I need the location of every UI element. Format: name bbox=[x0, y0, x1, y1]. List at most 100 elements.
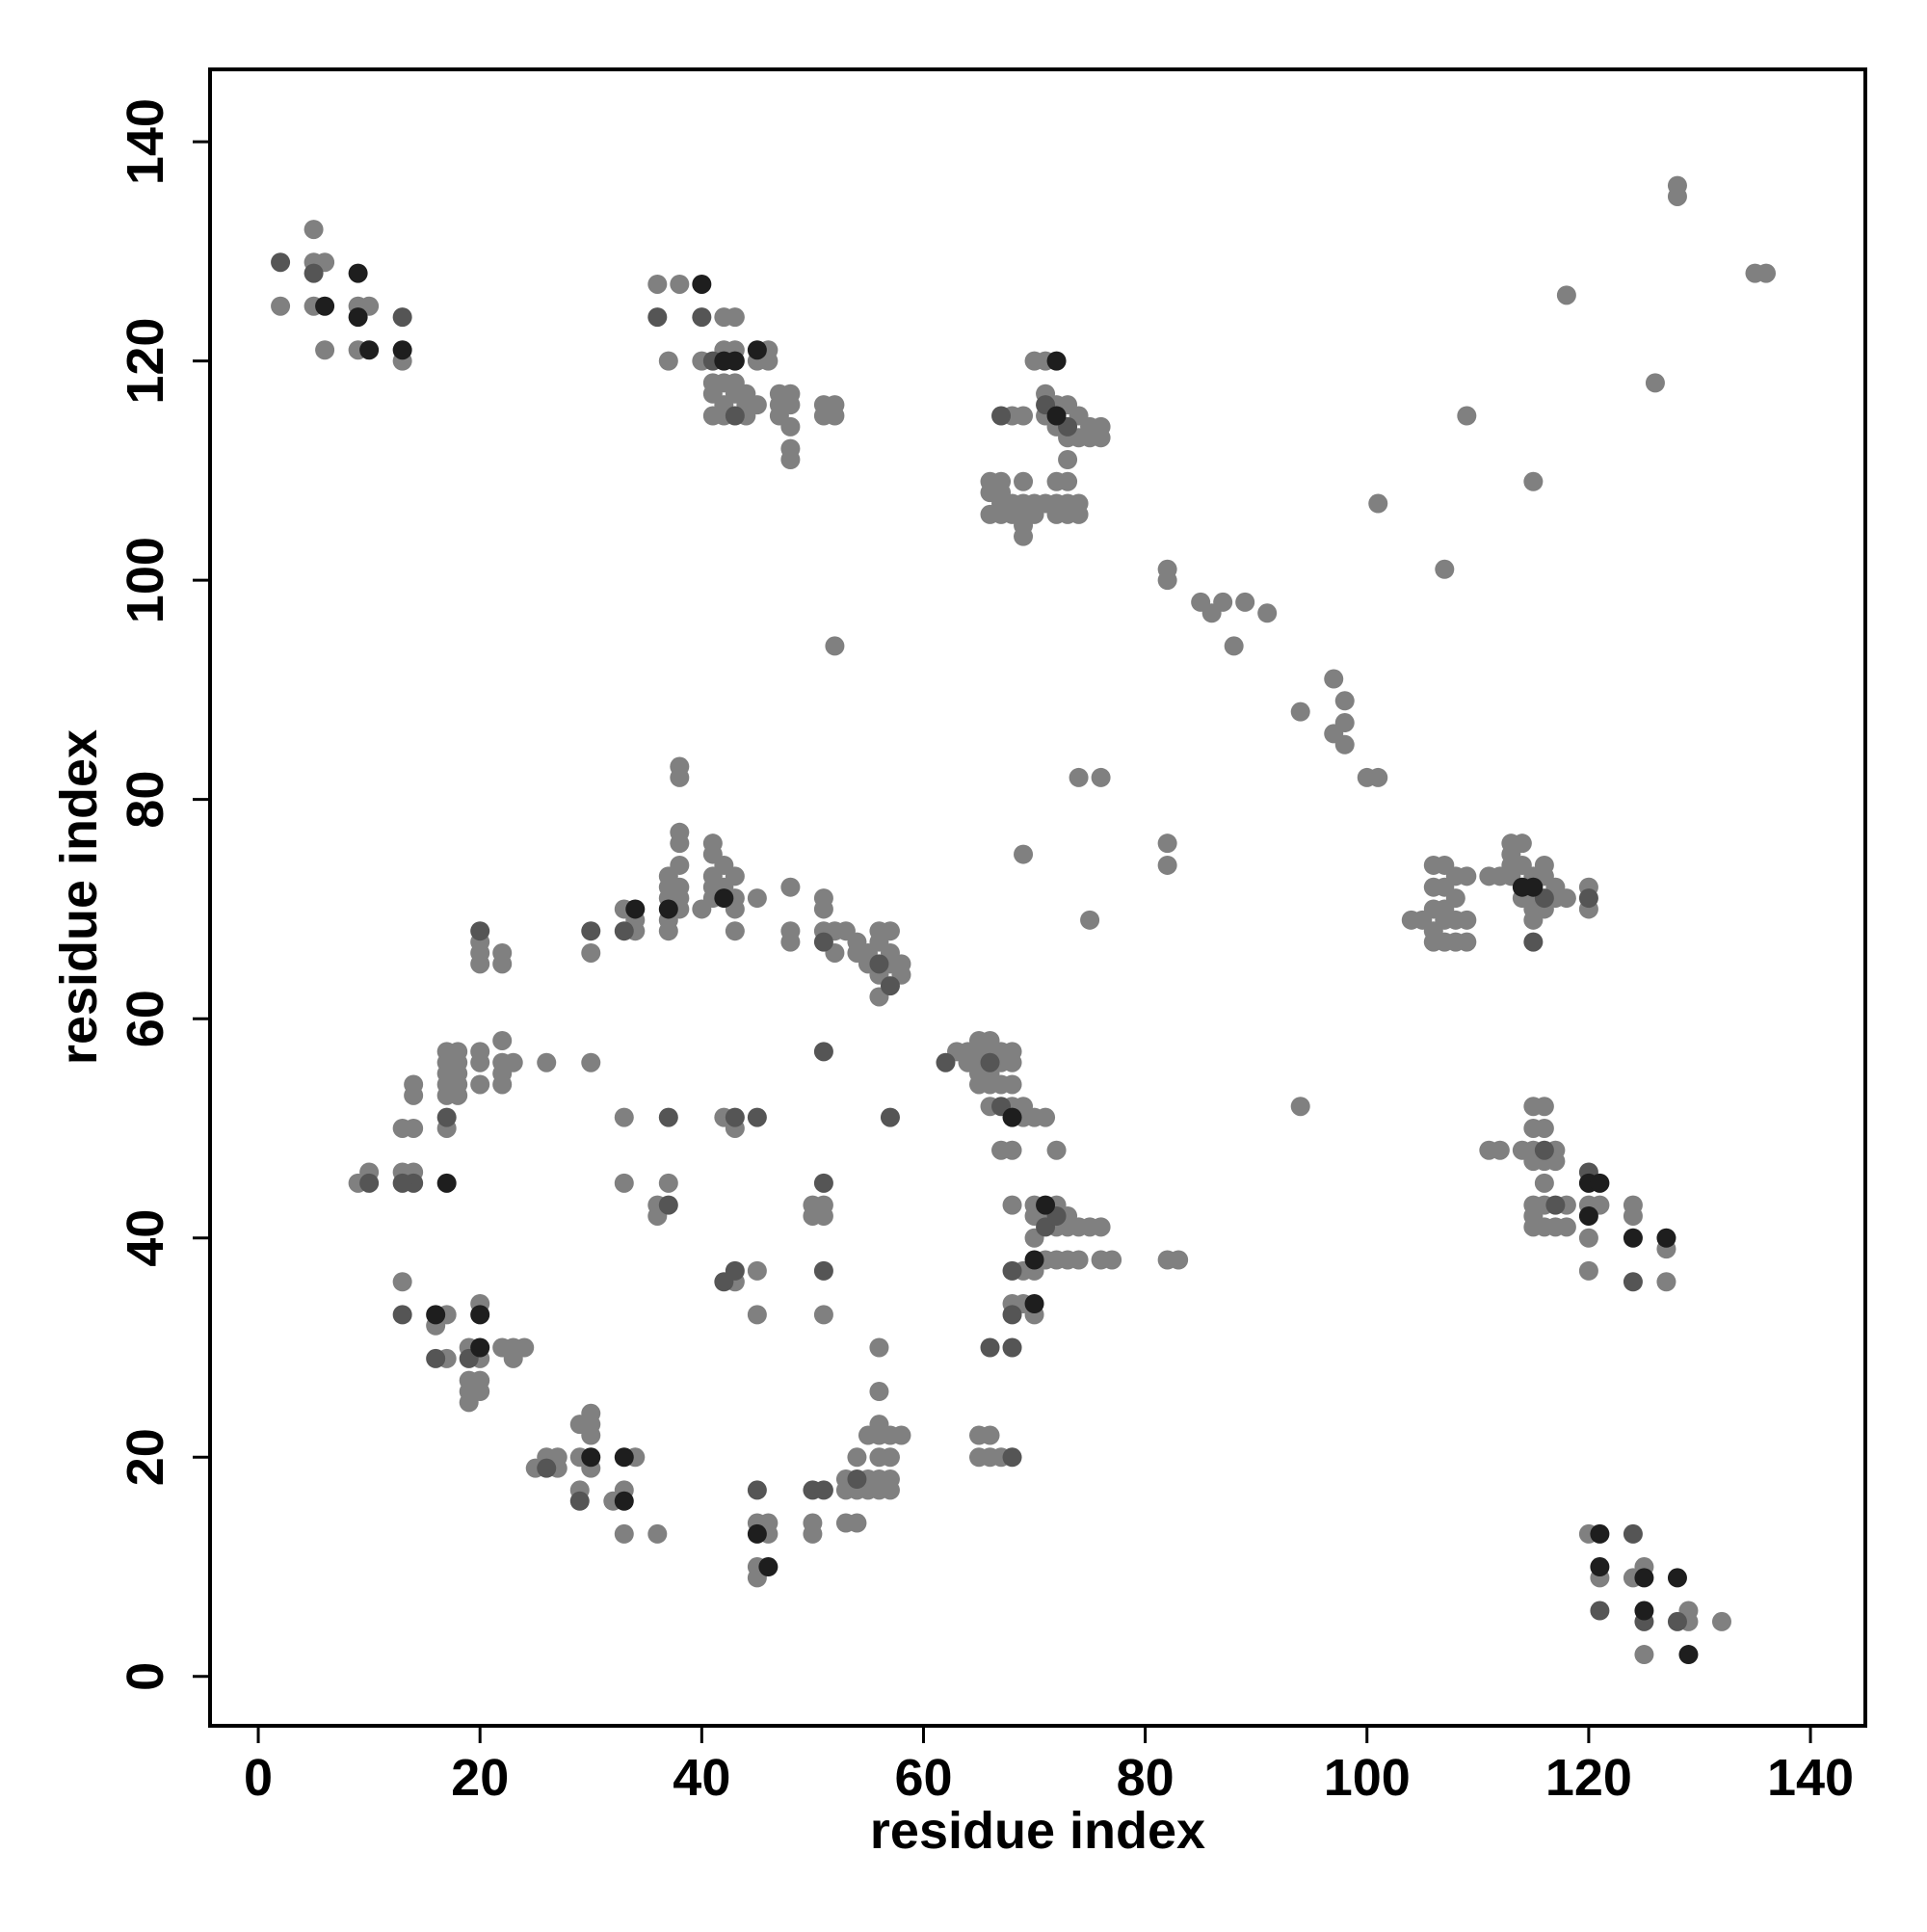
point bbox=[1623, 1272, 1643, 1292]
y-tick-label: 20 bbox=[117, 1428, 174, 1486]
point bbox=[448, 1085, 468, 1105]
point bbox=[1578, 1228, 1598, 1248]
point bbox=[1368, 767, 1388, 787]
point bbox=[1169, 1250, 1189, 1270]
point bbox=[515, 1337, 535, 1358]
point bbox=[1002, 1447, 1022, 1468]
point bbox=[304, 220, 324, 240]
point bbox=[1645, 373, 1665, 393]
point bbox=[813, 932, 833, 952]
point bbox=[658, 899, 678, 919]
point bbox=[1656, 1272, 1676, 1292]
point bbox=[1069, 1250, 1089, 1270]
y-tick-label: 60 bbox=[117, 990, 174, 1047]
point bbox=[581, 1425, 601, 1445]
point bbox=[1224, 636, 1244, 656]
point bbox=[1623, 1523, 1643, 1544]
point bbox=[869, 1337, 889, 1358]
point bbox=[1036, 1107, 1056, 1127]
point bbox=[503, 1052, 523, 1072]
point bbox=[869, 954, 889, 974]
point bbox=[1623, 1228, 1643, 1248]
point bbox=[647, 1523, 668, 1544]
point bbox=[1545, 1195, 1566, 1215]
point bbox=[1157, 570, 1177, 591]
point bbox=[1523, 877, 1544, 897]
y-tick-label: 100 bbox=[117, 537, 174, 623]
point bbox=[847, 1447, 867, 1468]
point bbox=[470, 1074, 490, 1095]
point bbox=[1556, 285, 1576, 305]
point bbox=[1002, 1195, 1022, 1215]
x-axis-title: residue index bbox=[870, 1802, 1205, 1860]
point bbox=[780, 395, 801, 415]
point bbox=[936, 1052, 956, 1072]
point bbox=[581, 1052, 601, 1072]
point bbox=[271, 252, 291, 273]
point bbox=[614, 1447, 634, 1468]
point bbox=[692, 307, 712, 328]
y-tick-label: 140 bbox=[117, 98, 174, 185]
point bbox=[1334, 713, 1355, 733]
x-tick-label: 140 bbox=[1767, 1749, 1854, 1807]
point bbox=[392, 1272, 412, 1292]
point bbox=[658, 1173, 678, 1193]
point bbox=[1213, 592, 1233, 612]
point bbox=[847, 1513, 867, 1533]
point bbox=[880, 976, 900, 996]
point bbox=[658, 1195, 678, 1215]
point bbox=[1457, 910, 1477, 930]
point bbox=[1556, 888, 1576, 909]
point bbox=[392, 1305, 412, 1325]
point bbox=[1002, 1337, 1022, 1358]
point bbox=[1590, 1601, 1610, 1621]
point bbox=[1290, 701, 1310, 722]
point bbox=[470, 921, 490, 941]
point bbox=[348, 307, 368, 328]
y-axis-title: residue index bbox=[50, 729, 108, 1065]
point bbox=[1711, 1611, 1731, 1631]
point bbox=[880, 1480, 900, 1500]
point bbox=[670, 274, 690, 294]
point bbox=[813, 1205, 833, 1226]
point bbox=[725, 406, 745, 426]
point bbox=[880, 1107, 900, 1127]
point bbox=[392, 340, 412, 360]
point bbox=[1578, 1205, 1598, 1226]
point bbox=[825, 636, 845, 656]
point bbox=[714, 1272, 734, 1292]
point bbox=[780, 450, 801, 470]
point bbox=[780, 932, 801, 952]
point bbox=[780, 416, 801, 437]
point bbox=[581, 921, 601, 941]
point bbox=[891, 1425, 911, 1445]
point bbox=[271, 296, 291, 316]
point bbox=[1002, 1107, 1022, 1127]
point bbox=[1578, 1260, 1598, 1281]
point bbox=[1002, 1074, 1022, 1095]
point bbox=[1014, 844, 1034, 864]
point bbox=[470, 954, 490, 974]
point bbox=[1091, 428, 1111, 448]
point bbox=[492, 954, 513, 974]
point bbox=[1368, 493, 1388, 514]
point bbox=[1046, 1140, 1067, 1160]
point bbox=[1457, 932, 1477, 952]
point bbox=[1457, 406, 1477, 426]
point bbox=[1667, 1611, 1687, 1631]
point bbox=[1578, 888, 1598, 909]
x-tick-label: 0 bbox=[244, 1749, 273, 1807]
point bbox=[980, 1337, 1000, 1358]
point bbox=[747, 1305, 767, 1325]
point bbox=[1002, 1305, 1022, 1325]
point bbox=[348, 263, 368, 283]
point bbox=[825, 406, 845, 426]
point bbox=[1623, 1205, 1643, 1226]
point bbox=[869, 1382, 889, 1402]
point bbox=[1634, 1568, 1654, 1588]
point bbox=[747, 340, 767, 360]
point bbox=[1290, 1097, 1310, 1117]
point bbox=[1457, 866, 1477, 887]
point bbox=[625, 899, 646, 919]
